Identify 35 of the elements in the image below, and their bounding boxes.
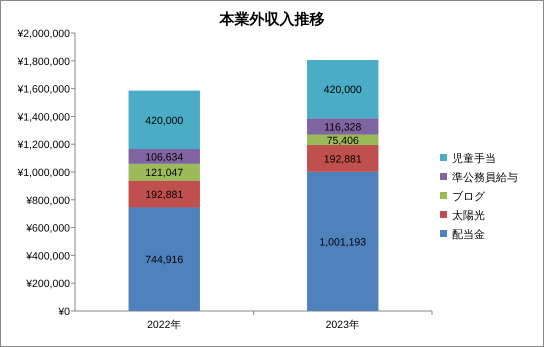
data-label: 116,328	[324, 121, 362, 134]
y-tick-label: ¥0	[57, 306, 70, 318]
y-tick-label: ¥200,000	[25, 278, 70, 290]
chart-title: 本業外収入推移	[218, 11, 324, 28]
bar	[307, 172, 378, 311]
data-label: 192,881	[145, 189, 184, 202]
y-tick-label: ¥600,000	[25, 222, 70, 235]
legend-label: 児童手当	[452, 152, 496, 165]
data-label: 121,047	[145, 167, 184, 180]
x-tick-label: 2022年	[147, 319, 182, 331]
y-tick-label: ¥1,600,000	[16, 84, 70, 96]
y-tick-label: ¥1,800,000	[16, 56, 70, 68]
x-tick-label: 2023年	[326, 319, 360, 331]
data-label: 106,634	[145, 151, 184, 164]
data-label: 420,000	[324, 84, 362, 96]
y-tick-label: ¥1,400,000	[16, 111, 70, 124]
bar	[128, 90, 200, 149]
legend-label: ブログ	[452, 190, 486, 203]
bar	[307, 145, 378, 172]
y-tick-label: ¥400,000	[25, 250, 70, 262]
y-tick-label: ¥800,000	[25, 194, 70, 207]
bar	[128, 180, 200, 208]
y-tick-label: ¥1,000,000	[16, 167, 70, 179]
data-label: 420,000	[145, 114, 184, 127]
legend-label: 準公務員給与	[452, 171, 518, 184]
data-label: 1,001,193	[319, 236, 366, 248]
data-label: 75,406	[326, 134, 359, 147]
bar	[128, 207, 200, 311]
legend-label: 配当金	[452, 229, 485, 241]
data-label: 744,916	[145, 254, 184, 266]
y-tick-label: ¥1,200,000	[16, 139, 70, 152]
bar	[307, 60, 378, 118]
data-label: 192,881	[324, 153, 362, 166]
y-tick-label: ¥2,000,000	[16, 28, 70, 40]
legend-label: 太陽光	[452, 209, 485, 222]
